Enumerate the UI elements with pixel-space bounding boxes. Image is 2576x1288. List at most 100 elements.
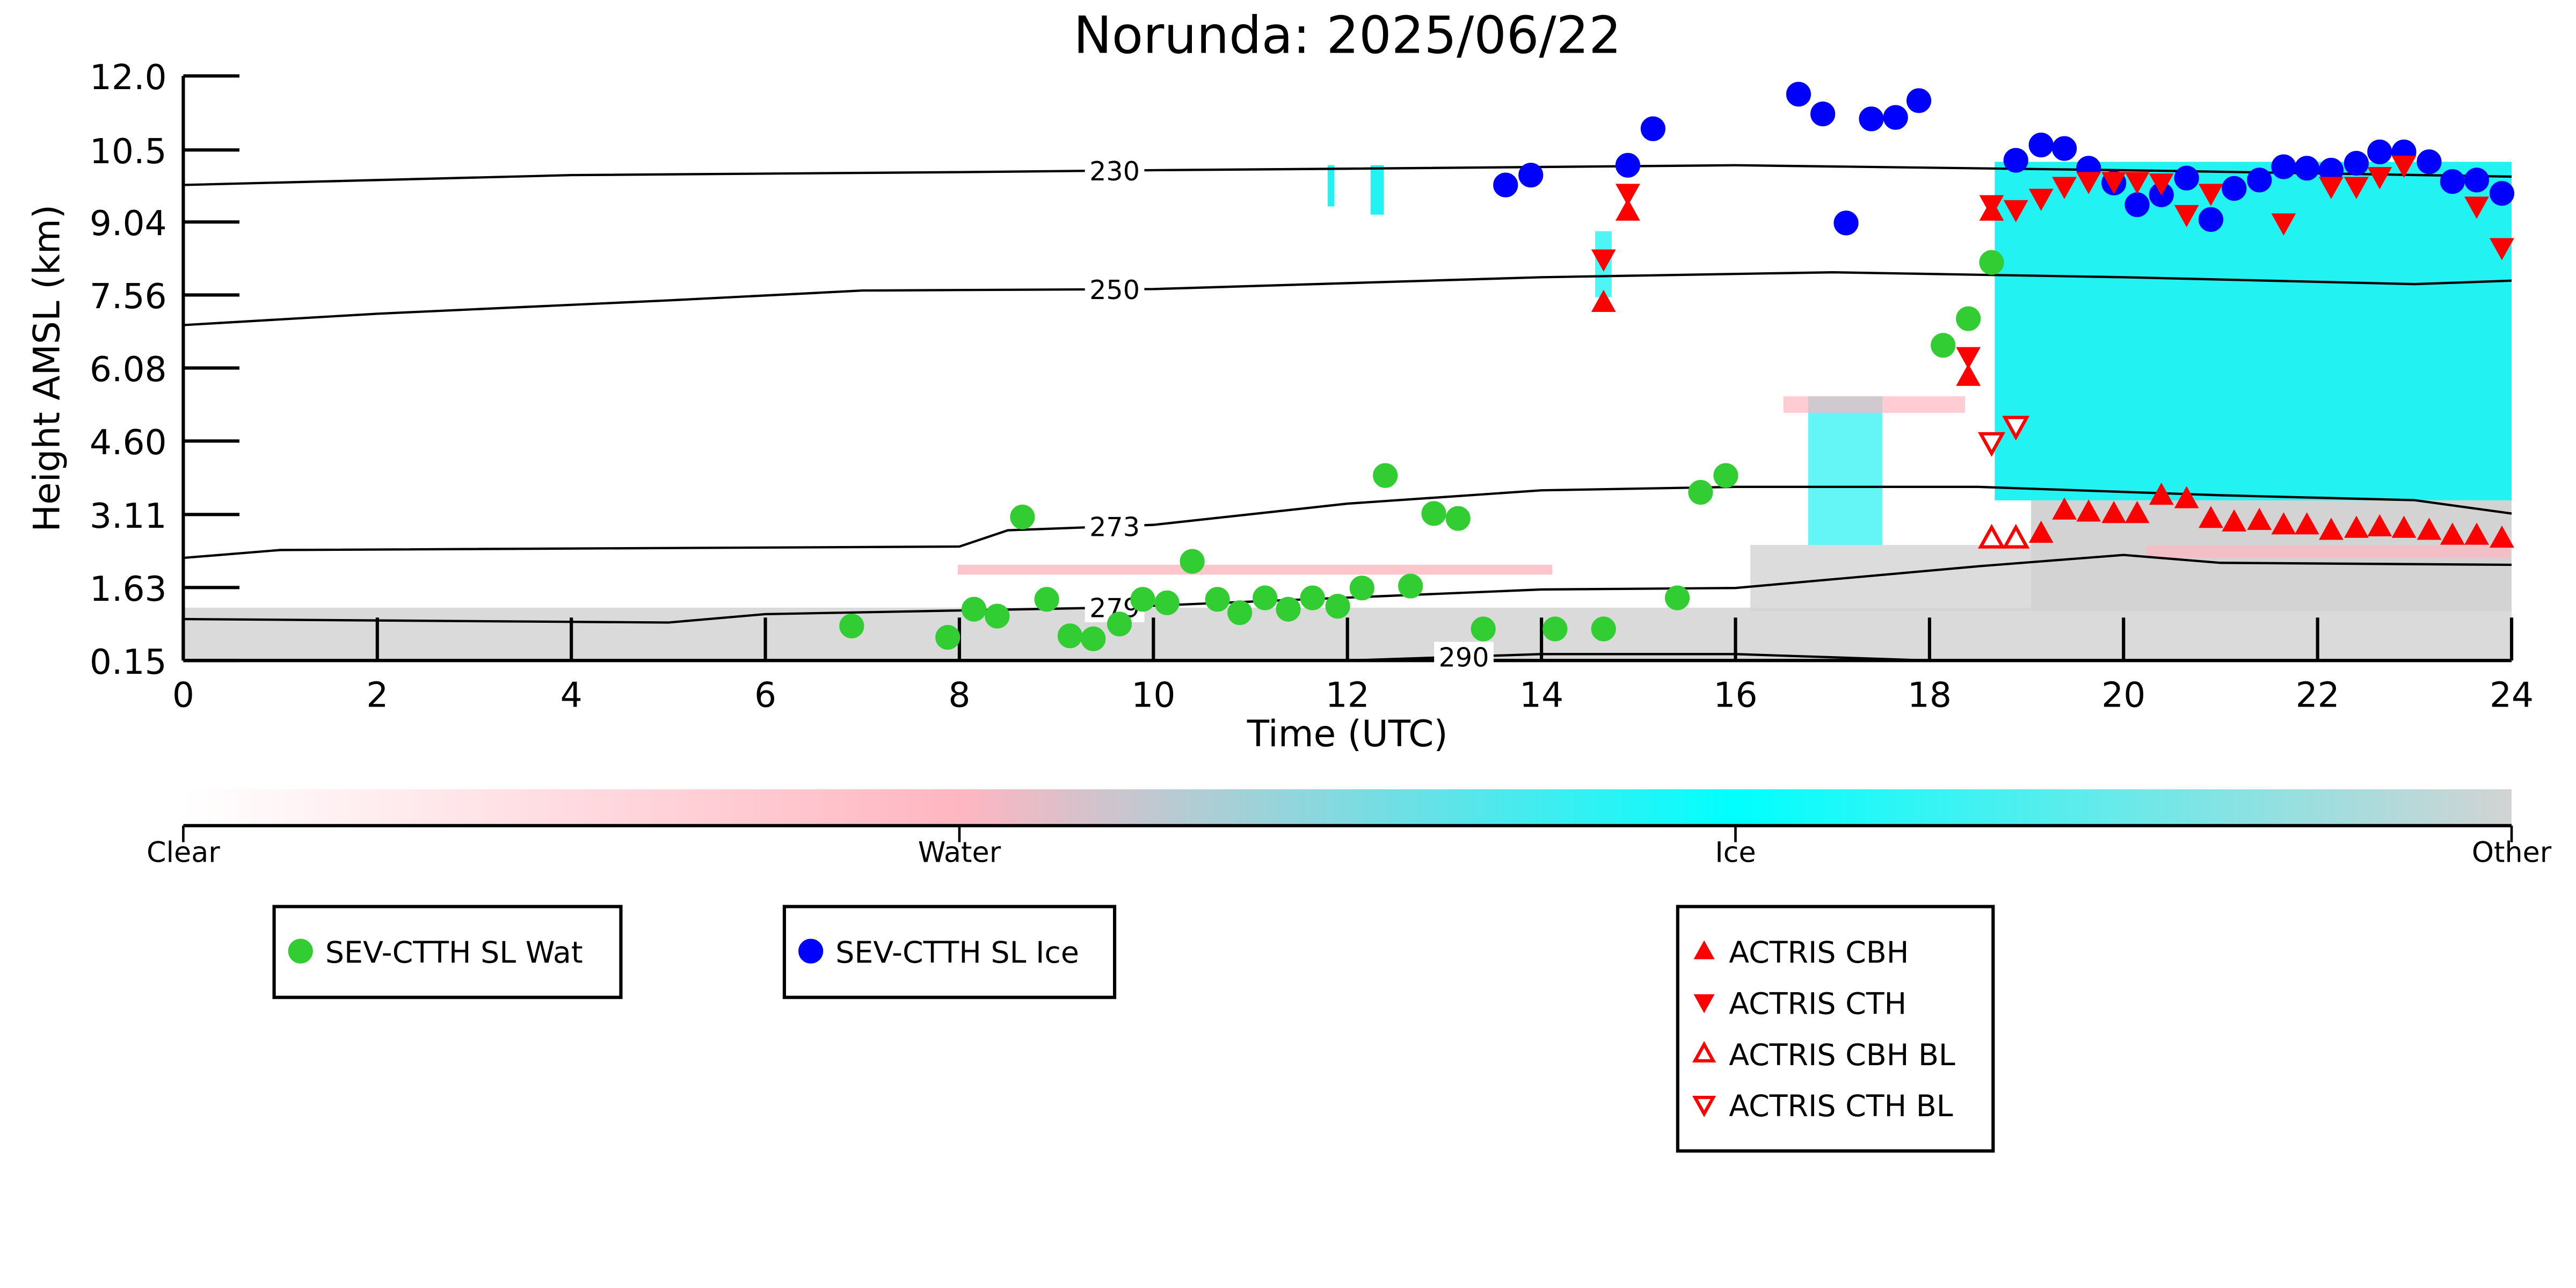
point — [2490, 238, 2514, 260]
legend-box — [1676, 905, 1995, 1153]
point — [1591, 249, 1616, 272]
point — [2002, 523, 2030, 549]
point — [2294, 512, 2319, 535]
point — [1978, 432, 2006, 457]
y-tick-label: 9.04 — [90, 203, 167, 244]
point — [2124, 172, 2150, 194]
contour-label: 250 — [1089, 274, 1140, 305]
contour-line — [183, 164, 2512, 186]
point — [2101, 172, 2127, 194]
point — [1978, 523, 2006, 549]
point — [2344, 177, 2369, 199]
point — [2294, 156, 2319, 181]
point — [2391, 156, 2417, 178]
point — [1615, 152, 1640, 178]
y-tick-label: 7.56 — [90, 276, 167, 317]
point — [1906, 88, 1932, 113]
point — [2464, 522, 2489, 545]
y-tick-label: 6.08 — [90, 350, 167, 390]
point — [2028, 133, 2054, 158]
x-tick-label: 22 — [2296, 675, 2340, 715]
colorbar — [183, 789, 2512, 826]
point — [2417, 149, 2442, 174]
point — [2271, 213, 2296, 236]
x-tick-label: 24 — [2490, 675, 2534, 715]
point — [1227, 600, 1253, 625]
y-axis-label: Height AMSL (km) — [26, 205, 68, 532]
y-tick-label: 1.63 — [90, 569, 167, 609]
point — [1180, 549, 1205, 574]
x-tick-label: 16 — [1713, 675, 1757, 715]
point — [2124, 192, 2150, 217]
point — [1979, 250, 2004, 275]
point — [2028, 520, 2054, 543]
legend-label: SEV-CTTH SL Ice — [835, 936, 1079, 970]
x-tick-label: 2 — [366, 675, 388, 715]
y-tick-label: 3.11 — [90, 496, 167, 536]
x-tick-label: 14 — [1519, 675, 1563, 715]
point — [1883, 105, 1908, 130]
point — [2391, 515, 2417, 538]
point — [2149, 482, 2174, 505]
chart-title: Norunda: 2025/06/22 — [1073, 6, 1621, 65]
y-tick-label: 0.15 — [90, 642, 167, 682]
x-tick-label: 8 — [948, 675, 970, 715]
point — [2344, 515, 2369, 538]
point — [2247, 168, 2272, 193]
point — [2003, 200, 2028, 222]
point — [2222, 509, 2247, 532]
point — [1591, 289, 1616, 312]
point — [1276, 596, 1301, 622]
point — [1688, 479, 1713, 505]
point — [961, 596, 987, 622]
x-tick-label: 18 — [1908, 675, 1952, 715]
point — [2222, 176, 2247, 201]
legend: SEV-CTTH SL Wat — [272, 905, 623, 999]
point — [1640, 116, 1665, 141]
legend: SEV-CTTH SL Ice — [782, 905, 1117, 999]
contour-label-bg — [1085, 274, 1145, 304]
contour-label-bg — [1085, 156, 1145, 186]
point — [2028, 188, 2054, 211]
point — [2344, 151, 2369, 176]
x-tick-label: 4 — [561, 675, 583, 715]
point — [2149, 173, 2174, 196]
point — [1421, 501, 1446, 526]
point — [1325, 594, 1350, 619]
point — [1591, 616, 1616, 642]
point — [2247, 507, 2272, 530]
y-tick-label: 4.60 — [90, 423, 167, 463]
point — [1542, 616, 1568, 642]
point — [2198, 184, 2223, 206]
y-tick-label: 12.0 — [90, 57, 167, 98]
point — [1859, 106, 1884, 132]
x-tick-label: 6 — [754, 675, 776, 715]
point — [1205, 587, 1230, 612]
point — [1349, 576, 1374, 601]
point — [2489, 181, 2515, 206]
legend: ACTRIS CBH ACTRIS CTH ACTRIS CBH BL ACTRIS … — [1676, 905, 1995, 1153]
point — [2101, 500, 2127, 523]
point — [2174, 205, 2199, 228]
point — [2319, 177, 2344, 199]
legend-label: ACTRIS CBH BL — [1729, 1038, 1955, 1073]
legend-marker — [1692, 1041, 1716, 1063]
x-tick-label: 0 — [172, 675, 194, 715]
legend-marker — [1693, 940, 1715, 959]
legend-marker — [798, 938, 824, 964]
legend-label: ACTRIS CTH — [1729, 987, 1906, 1021]
point — [2271, 512, 2296, 535]
legend-box — [272, 905, 623, 999]
point — [2076, 499, 2101, 522]
point — [1931, 333, 1956, 358]
legend-label: ACTRIS CBH — [1729, 936, 1909, 970]
point — [2124, 500, 2150, 523]
point — [2174, 486, 2199, 508]
y-tick-label: 10.5 — [90, 132, 167, 172]
point — [1154, 590, 1180, 615]
point — [1665, 585, 1690, 610]
point — [1130, 587, 1155, 612]
legend-marker — [1692, 1095, 1716, 1117]
point — [985, 603, 1010, 629]
